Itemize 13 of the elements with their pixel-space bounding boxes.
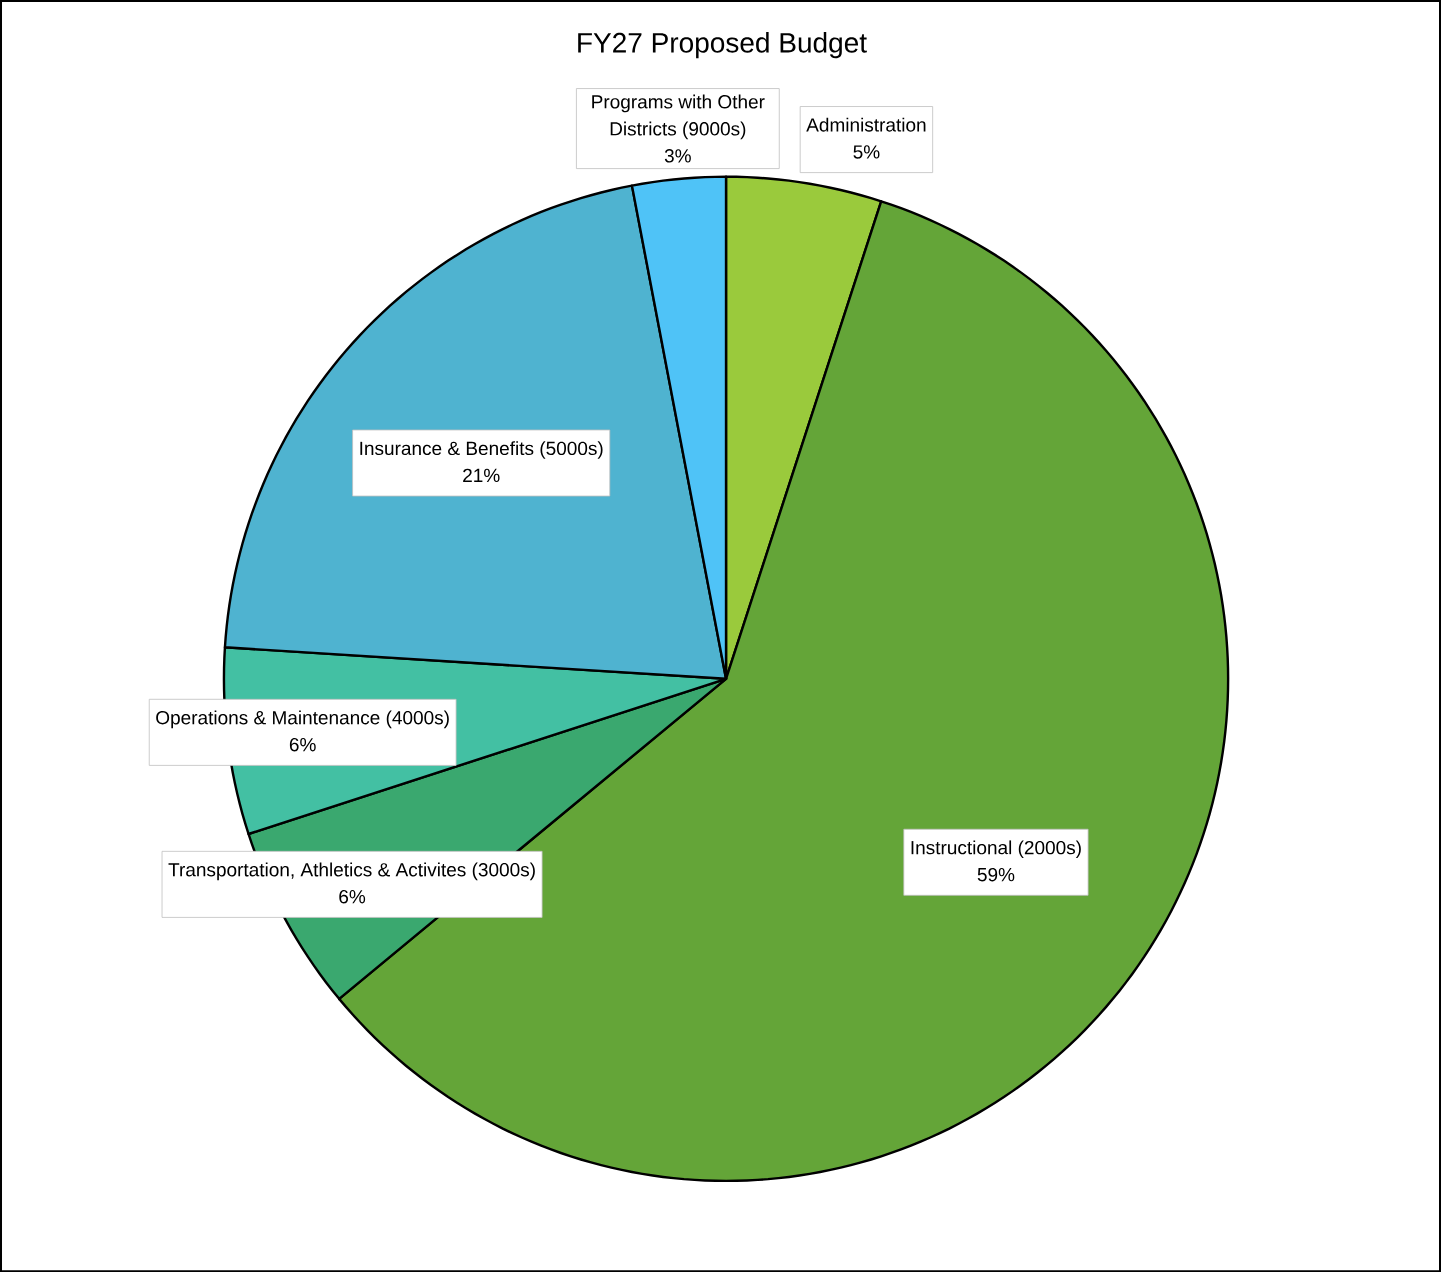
- data-label: 21%: [463, 468, 500, 482]
- chart-title: FY27 Proposed Budget: [578, 31, 867, 59]
- slice-label: Operations & Maintenance (4000s): [156, 710, 449, 729]
- data-label: 6%: [289, 737, 316, 752]
- slice-label: Instructional (2000s): [911, 840, 1081, 858]
- data-label: 6%: [339, 889, 366, 904]
- slice-label: Programs with Other Districts (9000s): [592, 94, 765, 140]
- slice-label: Administration: [806, 117, 926, 132]
- data-label: 59%: [977, 867, 1015, 882]
- data-label: 5%: [853, 145, 880, 159]
- slice-label: Transportation, Athletics & Activites (3000s): [168, 862, 535, 881]
- data-label: 3%: [664, 148, 691, 163]
- slice-label: Insurance & Benefits (5000s): [360, 441, 603, 459]
